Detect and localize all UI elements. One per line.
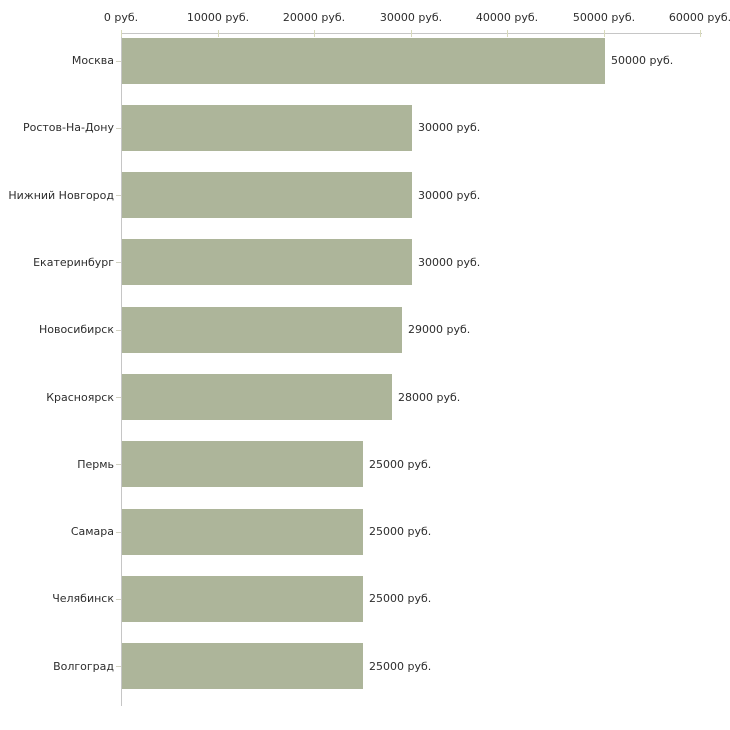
x-axis-tick (507, 30, 508, 37)
bar (122, 38, 605, 84)
value-label: 28000 руб. (398, 391, 461, 404)
bar (122, 374, 392, 420)
x-axis-tick (121, 30, 122, 37)
bar (122, 509, 363, 555)
value-label: 25000 руб. (369, 458, 432, 471)
x-axis-tick-label: 0 руб. (103, 11, 139, 24)
x-axis-tick (218, 30, 219, 37)
category-tick (116, 195, 121, 196)
bar (122, 105, 412, 151)
category-label: Екатеринбург (33, 256, 114, 269)
category-label: Пермь (77, 458, 114, 471)
y-axis-line (121, 33, 122, 706)
category-tick (116, 397, 121, 398)
x-axis-tick (411, 30, 412, 37)
x-axis-tick-label: 40000 руб. (475, 11, 539, 24)
bar (122, 441, 363, 487)
value-label: 29000 руб. (408, 323, 471, 336)
category-tick (116, 61, 121, 62)
x-axis-tick-label: 10000 руб. (186, 11, 250, 24)
category-label: Москва (71, 54, 114, 67)
category-tick (116, 128, 121, 129)
category-label: Самара (70, 525, 114, 538)
value-label: 30000 руб. (418, 121, 481, 134)
bar (122, 307, 402, 353)
x-axis-tick-label: 30000 руб. (379, 11, 443, 24)
category-tick (116, 262, 121, 263)
x-axis-tick-label: 60000 руб. (668, 11, 730, 24)
bar (122, 576, 363, 622)
category-label: Новосибирск (38, 323, 114, 336)
category-label: Красноярск (46, 391, 114, 404)
category-tick (116, 330, 121, 331)
bar (122, 643, 363, 689)
category-tick (116, 666, 121, 667)
x-axis-tick (604, 30, 605, 37)
x-axis-tick-label: 20000 руб. (282, 11, 346, 24)
category-label: Ростов-На-Дону (22, 121, 114, 134)
bar (122, 239, 412, 285)
category-tick (116, 599, 121, 600)
category-tick (116, 464, 121, 465)
category-tick (116, 532, 121, 533)
value-label: 25000 руб. (369, 592, 432, 605)
value-label: 30000 руб. (418, 189, 481, 202)
x-axis-tick (700, 30, 701, 37)
category-label: Челябинск (52, 592, 114, 605)
value-label: 30000 руб. (418, 256, 481, 269)
x-axis-tick-label: 50000 руб. (572, 11, 636, 24)
value-label: 50000 руб. (611, 54, 674, 67)
category-label: Нижний Новгород (8, 189, 114, 202)
bar (122, 172, 412, 218)
category-label: Волгоград (53, 660, 114, 673)
x-axis-tick (314, 30, 315, 37)
value-label: 25000 руб. (369, 660, 432, 673)
value-label: 25000 руб. (369, 525, 432, 538)
